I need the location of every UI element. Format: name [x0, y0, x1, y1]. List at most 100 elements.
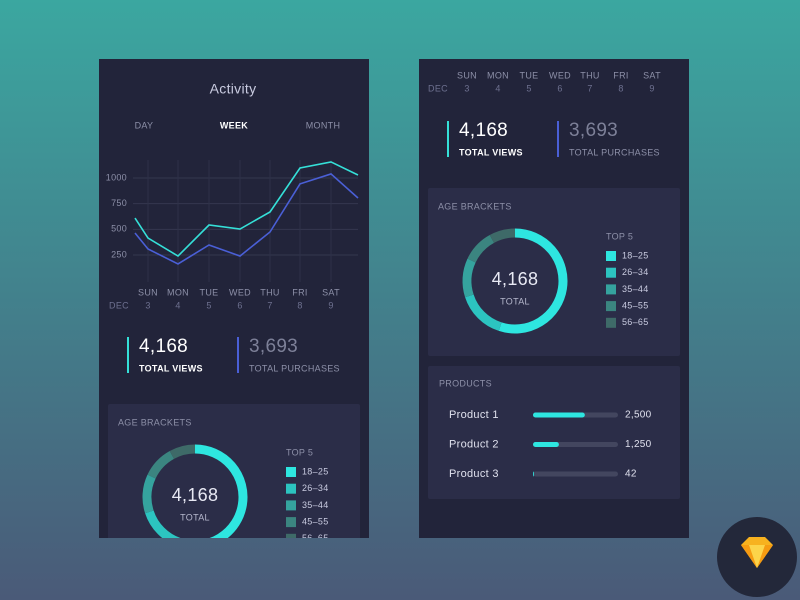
card	[428, 188, 680, 356]
tab[interactable]: MONTH	[306, 120, 341, 130]
x-tick-label: SUN	[138, 287, 158, 297]
donut-segment	[489, 228, 516, 243]
legend-label: 26–34	[622, 267, 649, 277]
product-name: Product 2	[449, 438, 499, 450]
legend-label: 45–55	[302, 516, 329, 526]
bar-value: 2,500	[625, 410, 652, 421]
x-tick-label: SAT	[322, 287, 340, 297]
bar	[533, 471, 534, 477]
x-tick-label: WED	[549, 70, 571, 80]
line-series	[134, 173, 359, 265]
date-label: 6	[237, 300, 242, 310]
sketch-icon	[717, 517, 797, 597]
stat-accent	[237, 337, 239, 373]
date-label: 5	[526, 83, 531, 93]
date-label: 9	[649, 83, 654, 93]
card-title: AGE BRACKETS	[118, 417, 192, 427]
date-label: 8	[618, 83, 623, 93]
product-name: Product 1	[449, 409, 499, 421]
bar-value: 42	[625, 469, 637, 480]
x-tick-label: MON	[487, 70, 509, 80]
date-label: 9	[328, 300, 333, 310]
donut-segment	[147, 450, 175, 479]
y-tick-label: 500	[111, 224, 127, 234]
y-tick-label: 250	[111, 249, 127, 259]
donut-segment	[169, 444, 196, 459]
legend-label: 56–65	[622, 317, 649, 327]
card	[428, 366, 680, 499]
y-tick-label: 1000	[106, 172, 127, 182]
bar-value: 1,250	[625, 439, 652, 450]
tab[interactable]: DAY	[135, 120, 154, 130]
date-label: 4	[175, 300, 180, 310]
y-tick-label: 750	[111, 198, 127, 208]
legend-swatch	[606, 251, 616, 261]
stat-label: TOTAL VIEWS	[459, 147, 523, 157]
legend-swatch	[286, 533, 296, 538]
donut-segment	[498, 228, 568, 334]
legend-swatch	[606, 301, 616, 312]
date-label: 8	[297, 300, 302, 310]
donut-segment	[194, 444, 248, 538]
line-series	[134, 161, 359, 258]
x-tick-label: TUE	[520, 70, 539, 80]
date-label: 6	[557, 83, 562, 93]
bar	[533, 442, 559, 447]
stat-label: TOTAL PURCHASES	[569, 147, 660, 157]
month-label: DEC	[428, 83, 448, 93]
stat-accent	[557, 121, 559, 157]
legend-swatch	[286, 500, 296, 511]
legend-title: TOP 5	[606, 231, 633, 241]
donut-total-label: TOTAL	[180, 512, 210, 522]
bar-track	[533, 471, 618, 477]
x-tick-label: SAT	[643, 70, 661, 80]
date-label: 7	[587, 83, 592, 93]
donut-total: 4,168	[492, 269, 539, 289]
legend-swatch	[286, 483, 296, 494]
x-tick-label: TUE	[200, 287, 219, 297]
card-title: AGE BRACKETS	[438, 201, 512, 211]
screen-title: Activity	[210, 81, 257, 97]
x-tick-label: THU	[260, 287, 279, 297]
tab[interactable]: WEEK	[220, 120, 248, 130]
date-label: 5	[206, 300, 211, 310]
donut-segment	[465, 294, 502, 331]
month-label: DEC	[109, 300, 129, 310]
date-label: 3	[464, 83, 469, 93]
legend-label: 26–34	[302, 483, 329, 493]
legend-label: 35–44	[302, 500, 329, 510]
x-tick-label: THU	[580, 70, 599, 80]
donut-total: 4,168	[172, 485, 219, 505]
donut-total-label: TOTAL	[500, 296, 530, 306]
legend-label: 56–65	[302, 533, 329, 543]
legend-swatch	[606, 267, 616, 278]
stat-accent	[127, 337, 129, 373]
bar	[533, 412, 585, 418]
donut-segment	[142, 474, 156, 514]
card-title: PRODUCTS	[439, 378, 492, 388]
date-label: 3	[145, 300, 150, 310]
x-tick-label: FRI	[292, 287, 307, 297]
legend-label: 45–55	[622, 300, 649, 310]
legend-label: 18–25	[302, 466, 329, 476]
x-tick-label: WED	[229, 287, 251, 297]
legend-swatch	[606, 284, 616, 295]
date-label: 4	[495, 83, 500, 93]
legend-label: 35–44	[622, 284, 649, 294]
x-tick-label: SUN	[457, 70, 477, 80]
left-content: Activity DAY WEEK MONTH 250 500 750 1000 SUN 3 MON…	[106, 81, 360, 543]
stat-value: 4,168	[139, 336, 188, 357]
stat-accent	[447, 121, 449, 157]
x-tick-label: MON	[167, 287, 189, 297]
legend-title: TOP 5	[286, 447, 313, 457]
x-tick-label: FRI	[613, 70, 628, 80]
legend-swatch	[286, 467, 296, 477]
legend-label: 18–25	[622, 250, 649, 260]
legend-swatch	[286, 517, 296, 528]
date-label: 7	[267, 300, 272, 310]
stat-value: 4,168	[459, 120, 508, 141]
donut-segment	[145, 510, 181, 538]
stat-value: 3,693	[569, 120, 618, 141]
right-content: SUN 3 MON 4 TUE 5 WED 6 THU 7 FRI 8 SAT 9 DEC 4,168 TOTA…	[428, 70, 680, 499]
